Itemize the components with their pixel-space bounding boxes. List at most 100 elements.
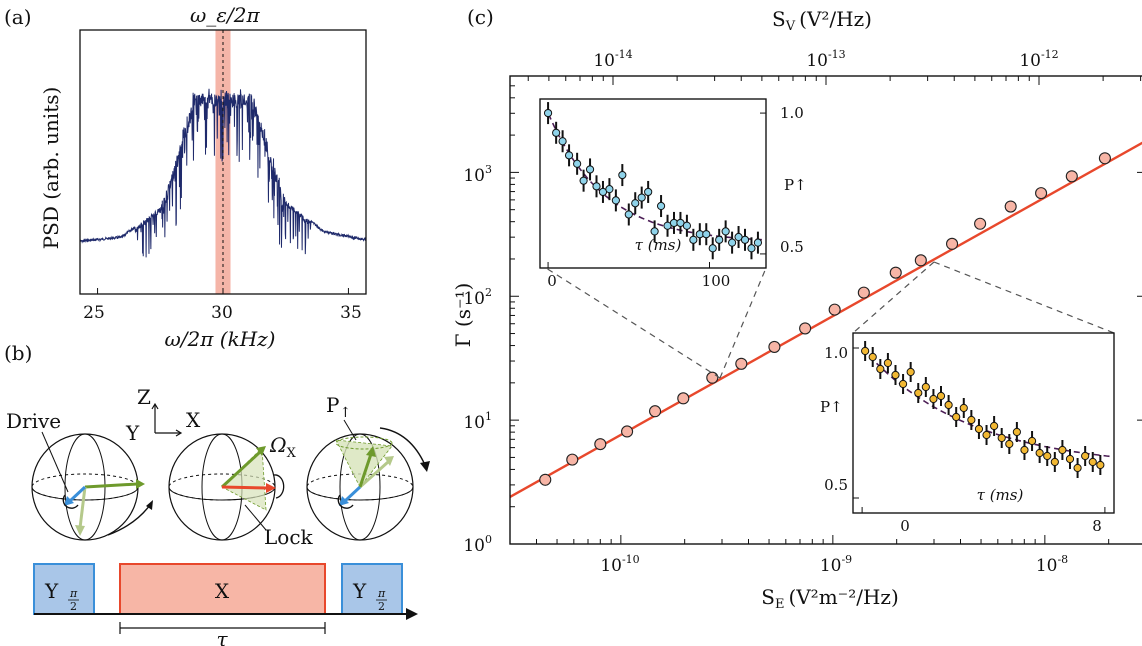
data-point <box>914 388 923 398</box>
data-point <box>946 237 959 250</box>
data-point <box>566 453 579 466</box>
data-point <box>967 415 976 425</box>
psd-plot <box>79 30 367 294</box>
lock-pointer <box>244 504 267 531</box>
data-point <box>558 137 567 146</box>
panel-c-ylabel: Γ (s⁻¹) <box>451 283 475 348</box>
x-tick-1e-10: 10-10 <box>600 553 639 576</box>
data-point <box>735 357 748 370</box>
psd-xtick-25: 25 <box>83 303 105 323</box>
data-point <box>539 473 552 486</box>
data-point <box>1035 187 1048 200</box>
pulse-y-right-sub-num: π <box>377 587 386 600</box>
inset-lower-xtick-8: 8 <box>1092 517 1102 535</box>
data-point <box>982 430 991 440</box>
lock-label: Lock <box>264 525 314 549</box>
omega-label: ΩX <box>269 433 297 461</box>
pulse-y-right-symbol: Y <box>352 579 367 603</box>
data-point <box>1004 200 1017 213</box>
y-tick-1e1: 101 <box>463 410 492 433</box>
data-point <box>564 151 574 160</box>
pulse-y-right <box>341 563 403 615</box>
data-point <box>1096 460 1105 470</box>
inset-upper-ylabel: P↑ <box>784 176 807 194</box>
data-point <box>740 235 750 244</box>
data-point <box>1088 457 1097 467</box>
data-point <box>952 412 961 422</box>
data-point <box>929 394 938 404</box>
pulse-y-left-sub-num: π <box>69 587 78 600</box>
gamma-plot-frame <box>509 75 1142 545</box>
data-point <box>1027 436 1037 446</box>
data-point <box>631 199 640 208</box>
psd-xtick-35: 35 <box>340 303 362 323</box>
data-point <box>721 227 730 236</box>
data-point <box>624 210 633 219</box>
data-point <box>605 185 614 194</box>
inset-upper-ytick-1: 1.0 <box>780 104 804 122</box>
psd-trace <box>79 88 367 258</box>
time-axis-arrow <box>406 608 418 620</box>
data-point <box>921 382 930 392</box>
data-point <box>1043 451 1052 461</box>
inset-upper-xtick-0: 0 <box>547 272 557 290</box>
pulse-y-left <box>33 563 95 615</box>
psd-plot-frame <box>79 29 367 295</box>
data-point <box>747 244 756 253</box>
bloch-sphere-readout <box>306 427 430 541</box>
data-point <box>1050 457 1059 467</box>
data-point <box>753 238 763 247</box>
y-tick-1e2: 102 <box>463 286 492 309</box>
data-point <box>997 433 1006 443</box>
inset-lower-plot <box>853 341 1111 513</box>
top-tick-1e-13: 10-13 <box>806 48 845 71</box>
panel-a-ylabel: PSD (arb. units) <box>39 87 63 250</box>
axis-y-label: Y <box>125 421 140 445</box>
data-point <box>1020 445 1029 455</box>
data-point <box>876 364 885 374</box>
data-point <box>974 217 987 230</box>
axis-x-label: X <box>186 408 201 432</box>
panel-a-label: (a) <box>4 5 32 29</box>
data-point <box>1012 427 1021 437</box>
xlabel-unit: (V²m⁻²/Hz) <box>788 585 898 609</box>
pulse-x-label: X <box>215 579 230 603</box>
data-point <box>828 303 841 316</box>
inset-lower-xtick-0: 0 <box>900 517 910 535</box>
data-point <box>1065 454 1075 464</box>
data-point <box>543 108 553 118</box>
inset-upper-plot <box>543 102 766 268</box>
panel-b-label: (b) <box>4 341 32 365</box>
panel-a-top-label: ω_ε/2π <box>190 3 261 27</box>
data-point <box>883 358 893 368</box>
data-point <box>702 230 711 239</box>
xlabel-subscript: E <box>775 597 785 612</box>
data-point <box>708 244 717 253</box>
data-point <box>914 254 927 267</box>
data-point <box>959 403 968 413</box>
top-axis-label: SV (V²/Hz) <box>772 7 872 34</box>
data-point <box>1035 448 1044 458</box>
data-point <box>936 391 946 401</box>
inset-upper-xtick-100: 100 <box>702 272 731 290</box>
pup-symbol: P <box>326 393 339 417</box>
y-tick-1e0: 100 <box>463 533 492 556</box>
inset-connectors <box>545 261 1115 379</box>
data-point <box>898 379 908 389</box>
data-point <box>906 367 915 377</box>
x-tick-1e-8: 10-8 <box>1036 553 1068 576</box>
data-point <box>857 286 870 299</box>
drive-label: Drive <box>6 409 61 433</box>
pulse-y-left-label: Y <box>44 579 59 603</box>
panel-c-label: (c) <box>467 5 494 29</box>
data-point <box>650 227 659 236</box>
data-point <box>656 201 666 211</box>
data-point <box>637 193 646 202</box>
pup-subscript: ↑ <box>339 405 351 421</box>
omega-symbol: Ω <box>269 433 287 457</box>
data-point <box>585 165 595 174</box>
inset-lower-ylabel: P↑ <box>820 398 843 416</box>
data-point <box>944 400 953 410</box>
pulse-y-right-label: Y <box>352 579 367 603</box>
